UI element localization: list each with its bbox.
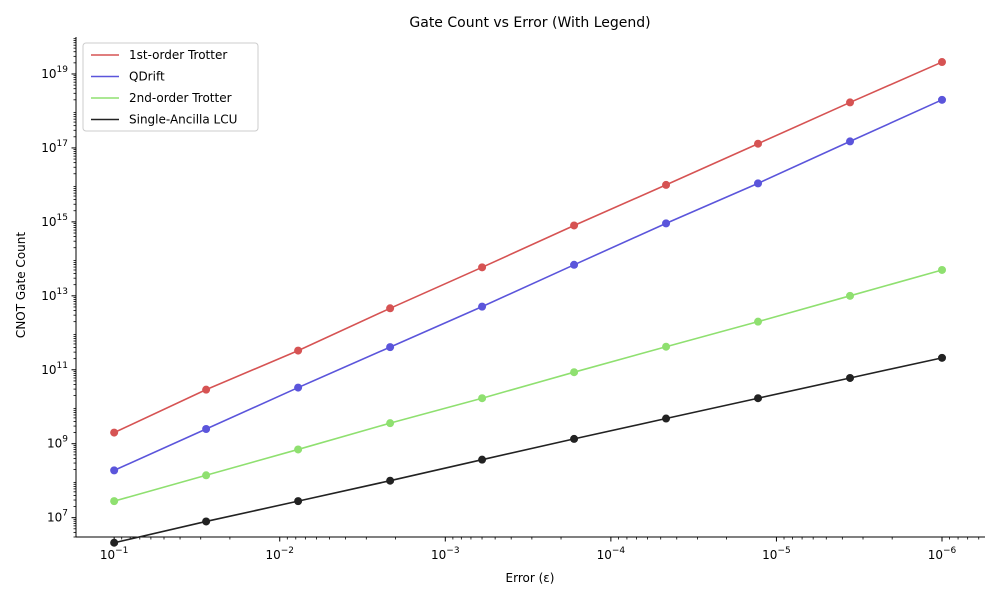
y-tick-label: 107 [47, 509, 68, 525]
series-layer [110, 58, 947, 547]
data-point [938, 58, 947, 67]
legend-label: 1st-order Trotter [129, 48, 227, 62]
data-point [570, 434, 579, 443]
data-point [662, 219, 671, 228]
x-axis-label: Error (ε) [506, 571, 555, 585]
legend-box [82, 42, 259, 132]
legend-label: Single-Ancilla LCU [129, 113, 237, 127]
data-point [754, 394, 763, 403]
data-point [938, 353, 947, 362]
data-point [202, 471, 211, 480]
data-point [202, 425, 211, 434]
data-point [294, 346, 303, 355]
y-axis-label: CNOT Gate Count [14, 232, 28, 338]
y-tick-label: 1019 [41, 65, 68, 81]
legend-label: QDrift [129, 70, 165, 84]
data-point [846, 373, 855, 382]
data-point [110, 497, 119, 506]
series-line [113, 269, 943, 502]
data-point [754, 139, 763, 148]
y-tick-label: 1011 [41, 361, 68, 377]
x-tick-label: 10−1 [100, 546, 129, 562]
data-point [110, 466, 119, 475]
data-point [662, 414, 671, 423]
y-tick-label: 1015 [41, 213, 68, 229]
x-tick-label: 10−6 [928, 546, 957, 562]
x-tick-label: 10−5 [762, 546, 791, 562]
data-point [662, 342, 671, 351]
data-point [570, 368, 579, 377]
series-1 [110, 95, 947, 475]
data-point [846, 137, 855, 146]
y-tick-label: 1013 [41, 287, 68, 303]
data-point [938, 265, 947, 274]
y-tick-label: 1017 [41, 139, 68, 155]
data-point [570, 260, 579, 269]
x-tick-label: 10−2 [265, 546, 294, 562]
data-point [478, 302, 487, 311]
data-point [846, 291, 855, 300]
data-point [202, 517, 211, 526]
data-point [570, 221, 579, 230]
data-point [754, 179, 763, 188]
chart-title: Gate Count vs Error (With Legend) [409, 15, 650, 31]
x-tick-label: 10−4 [597, 546, 626, 562]
data-point [110, 538, 119, 547]
series-3 [110, 353, 947, 547]
data-point [386, 419, 395, 428]
y-axis: 107 109 1011 1013 1015 1017 1019 [41, 37, 77, 538]
x-tick-label: 10−3 [431, 546, 460, 562]
series-0 [110, 58, 947, 437]
data-point [294, 383, 303, 392]
series-line [113, 61, 943, 434]
series-2 [110, 265, 947, 506]
data-point [386, 343, 395, 352]
data-point [294, 497, 303, 506]
data-point [386, 476, 395, 485]
y-tick-label: 109 [47, 435, 68, 451]
data-point [478, 394, 487, 403]
data-point [478, 455, 487, 464]
x-axis: 10−1 10−2 10−3 10−4 10−5 10−6 [76, 536, 985, 562]
data-point [110, 428, 119, 437]
data-point [754, 317, 763, 326]
data-point [478, 263, 487, 272]
data-point [386, 304, 395, 313]
data-point [662, 180, 671, 189]
data-point [938, 95, 947, 104]
data-point [202, 385, 211, 394]
series-line [113, 99, 943, 472]
legend-label: 2nd-order Trotter [129, 91, 232, 105]
legend: 1st-order Trotter QDrift 2nd-order Trotter… [82, 42, 259, 132]
series-line [113, 357, 943, 544]
data-point [846, 98, 855, 107]
data-point [294, 445, 303, 454]
